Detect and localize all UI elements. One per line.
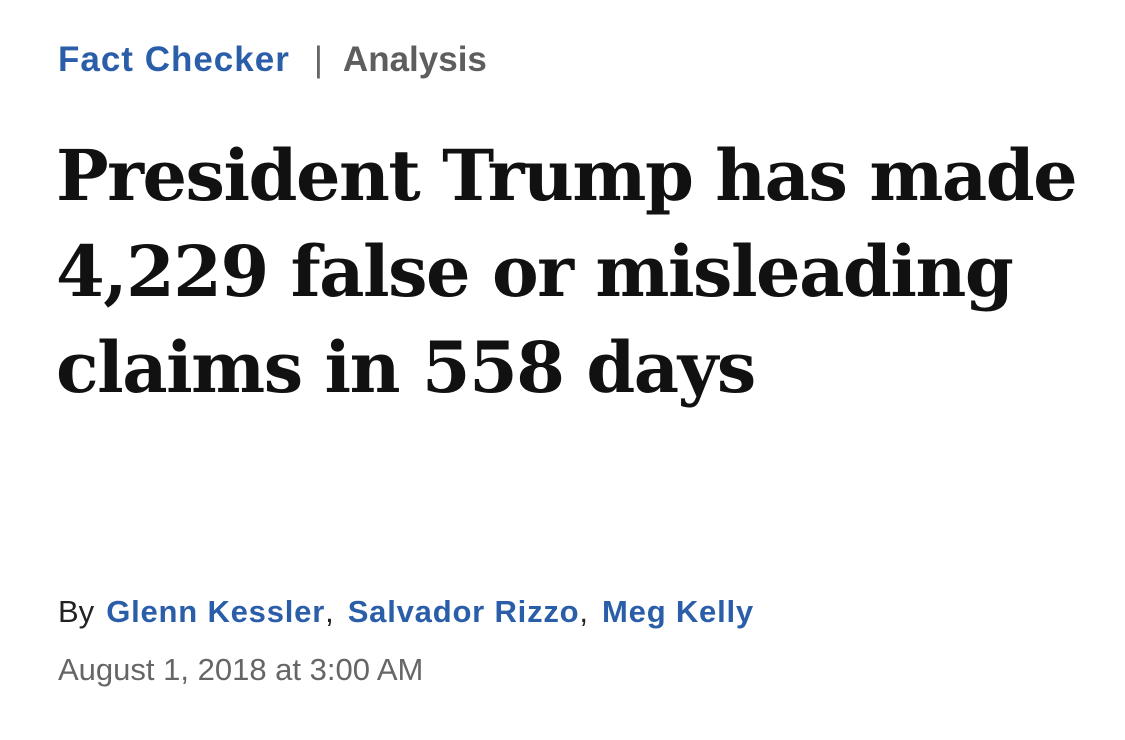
byline: By Glenn Kessler , Salvador Rizzo , Meg … <box>58 590 754 634</box>
author-link-glenn-kessler[interactable]: Glenn Kessler <box>106 594 326 629</box>
author-link-meg-kelly[interactable]: Meg Kelly <box>602 594 754 629</box>
kicker-separator: | <box>313 40 323 79</box>
author-separator: , <box>325 594 334 629</box>
article-headline: President Trump has made 4,229 false or … <box>56 134 1078 409</box>
author-link-salvador-rizzo[interactable]: Salvador Rizzo <box>347 594 580 629</box>
byline-prefix: By <box>58 594 95 629</box>
section-link-fact-checker[interactable]: Fact Checker <box>58 40 290 79</box>
author-separator: , <box>579 594 589 629</box>
article-type-label: Analysis <box>342 40 487 79</box>
article-kicker: Fact Checker | Analysis <box>58 38 487 82</box>
publish-date: August 1, 2018 at 3:00 AM <box>58 652 424 687</box>
